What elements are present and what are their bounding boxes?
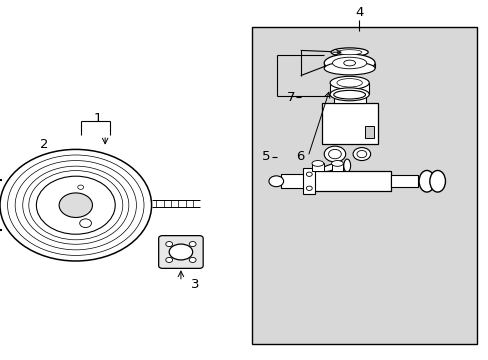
Bar: [331, 163, 343, 171]
Circle shape: [305, 186, 312, 190]
Ellipse shape: [320, 163, 339, 172]
Bar: [311, 163, 323, 171]
Bar: [329, 83, 368, 94]
Ellipse shape: [333, 90, 365, 99]
Ellipse shape: [324, 146, 345, 162]
Ellipse shape: [331, 161, 343, 166]
Ellipse shape: [418, 171, 434, 192]
Circle shape: [59, 193, 92, 217]
Ellipse shape: [169, 244, 192, 260]
Text: 6: 6: [296, 150, 305, 163]
Circle shape: [189, 257, 196, 262]
Circle shape: [165, 242, 172, 247]
Circle shape: [268, 176, 283, 187]
Ellipse shape: [332, 57, 366, 69]
Ellipse shape: [352, 148, 370, 161]
Ellipse shape: [324, 62, 374, 75]
Text: 7: 7: [286, 91, 295, 104]
Bar: [321, 103, 377, 144]
Text: 3: 3: [191, 278, 200, 291]
Text: 2: 2: [40, 138, 48, 150]
Bar: [303, 168, 315, 194]
Ellipse shape: [343, 60, 355, 66]
Ellipse shape: [329, 88, 368, 101]
Ellipse shape: [329, 76, 368, 89]
Text: 5: 5: [262, 150, 270, 163]
Bar: [364, 126, 373, 138]
Bar: [281, 174, 304, 188]
Circle shape: [80, 219, 91, 228]
Circle shape: [189, 242, 196, 247]
Ellipse shape: [324, 54, 374, 72]
Ellipse shape: [429, 171, 445, 192]
Circle shape: [36, 176, 115, 234]
Bar: [333, 95, 365, 103]
Bar: [251, 27, 476, 344]
Text: 4: 4: [354, 6, 363, 19]
Circle shape: [165, 257, 172, 262]
Bar: [390, 175, 417, 187]
Ellipse shape: [330, 48, 367, 57]
Ellipse shape: [311, 161, 323, 166]
Circle shape: [0, 149, 151, 261]
Ellipse shape: [356, 150, 366, 158]
Circle shape: [305, 172, 312, 176]
Ellipse shape: [343, 159, 350, 172]
Ellipse shape: [336, 78, 362, 87]
Text: 1: 1: [93, 112, 102, 125]
FancyBboxPatch shape: [158, 235, 203, 269]
Circle shape: [78, 185, 83, 189]
Bar: [307, 171, 390, 191]
Ellipse shape: [337, 50, 361, 55]
Ellipse shape: [328, 149, 341, 159]
